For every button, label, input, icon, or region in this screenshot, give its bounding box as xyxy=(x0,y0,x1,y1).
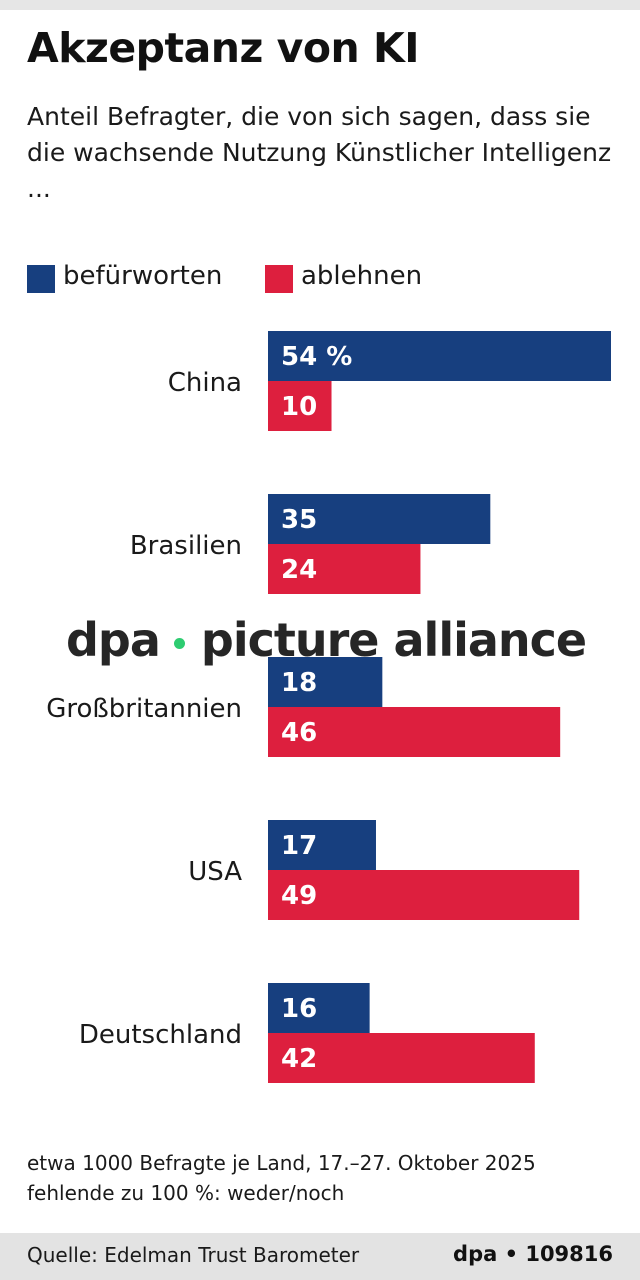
footer: Quelle: Edelman Trust Barometer dpa • 10… xyxy=(0,1233,640,1280)
top-band xyxy=(0,0,640,10)
data-label: 10 xyxy=(281,392,317,422)
bar-reject xyxy=(268,544,421,594)
chart-subtitle: Anteil Befragter, die von sich sagen, da… xyxy=(27,102,612,203)
watermark-logo: dpa picture alliance xyxy=(66,613,587,667)
note-sample: etwa 1000 Befragte je Land, 17.–27. Okto… xyxy=(27,1151,536,1175)
bar-reject xyxy=(268,381,332,431)
bar-approve xyxy=(268,494,491,544)
data-label: 35 xyxy=(281,505,317,535)
source-credit: Quelle: Edelman Trust Barometer xyxy=(27,1243,360,1267)
category-label: Brasilien xyxy=(130,531,242,561)
data-label: 18 xyxy=(281,668,317,698)
bar-approve xyxy=(268,657,383,707)
category-label: China xyxy=(168,368,242,398)
bar-approve xyxy=(268,820,376,870)
category-label: Deutschland xyxy=(79,1020,242,1050)
chart-title: Akzeptanz von KI xyxy=(27,24,420,72)
data-label: 17 xyxy=(281,831,317,861)
data-label: 46 xyxy=(281,718,317,748)
watermark-picture-alliance: picture alliance xyxy=(200,613,587,667)
legend-swatch-approve xyxy=(27,265,55,293)
watermark-dot-icon xyxy=(173,638,185,649)
legend-label-reject: ablehnen xyxy=(301,261,423,291)
bar-reject xyxy=(268,707,561,757)
chart-notes: etwa 1000 Befragte je Land, 17.–27. Okto… xyxy=(27,1148,627,1208)
legend-label-approve: befürworten xyxy=(63,261,223,291)
data-label: 16 xyxy=(281,994,317,1024)
data-label: 49 xyxy=(281,881,317,911)
bar-approve xyxy=(268,331,611,381)
watermark-dpa: dpa xyxy=(66,613,161,667)
data-label: 24 xyxy=(281,555,317,585)
data-label: 54 % xyxy=(281,342,352,372)
bar-reject xyxy=(268,870,580,920)
bar-chart: China 54 % 10 Brasilien 35 24 Großbritannien 18… xyxy=(46,331,611,1083)
bar-reject xyxy=(268,1033,535,1083)
category-label: USA xyxy=(188,857,242,887)
agency-id: dpa • 109816 xyxy=(453,1242,613,1266)
legend-swatch-reject xyxy=(265,265,293,293)
note-missing: fehlende zu 100 %: weder/noch xyxy=(27,1181,345,1205)
bar-approve xyxy=(268,983,370,1033)
data-label: 42 xyxy=(281,1044,317,1074)
category-label: Großbritannien xyxy=(46,694,242,724)
